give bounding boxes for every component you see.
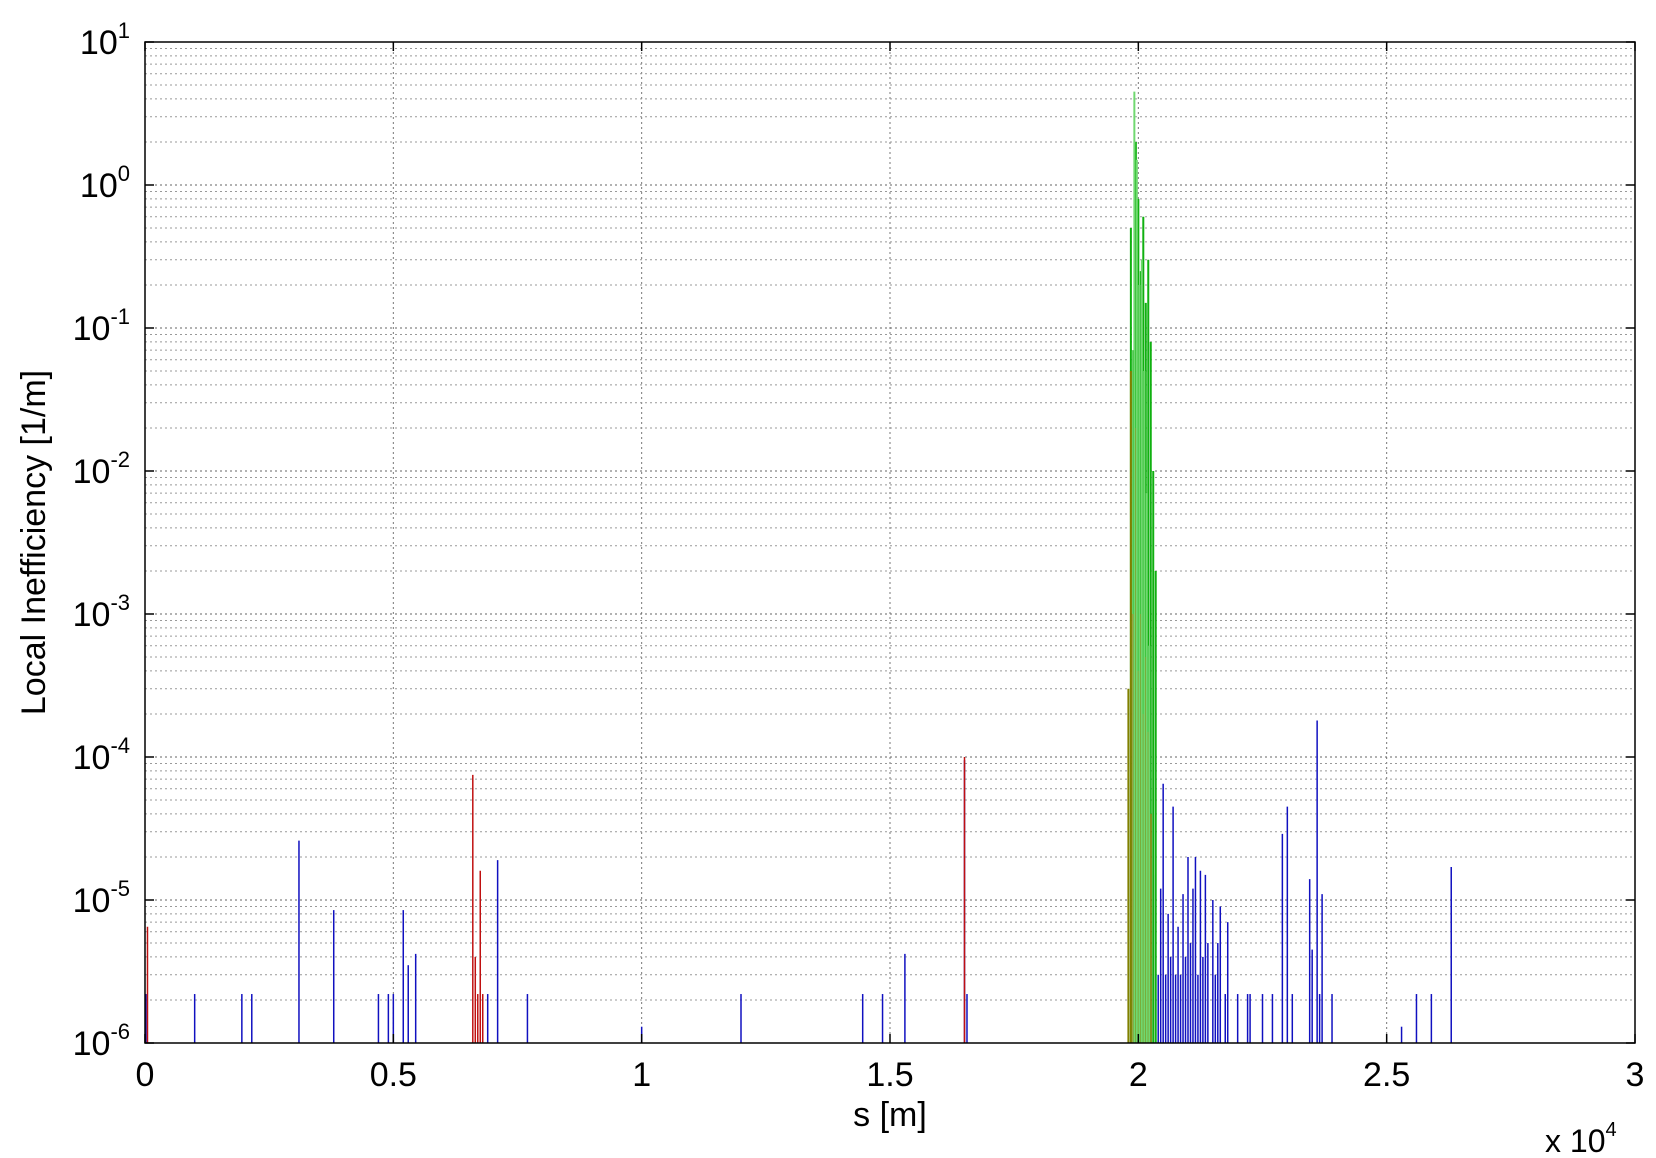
x-axis-multiplier-base: x 10 xyxy=(1545,1123,1605,1158)
x-axis-multiplier: x 104 xyxy=(1545,1119,1617,1158)
axis-ticks xyxy=(144,41,1636,1044)
y-tick-label-exponent: 1 xyxy=(118,18,130,43)
x-tick-label: 1 xyxy=(632,1056,651,1094)
y-tick-label-base: 10 xyxy=(73,596,111,634)
x-axis-label: s [m] xyxy=(853,1096,927,1134)
y-tick-label: 10-4 xyxy=(73,733,130,777)
x-tick-label: 2.5 xyxy=(1363,1056,1410,1094)
y-tick-label-base: 10 xyxy=(73,310,111,348)
data-bars xyxy=(145,91,1452,1043)
x-axis-multiplier-exponent: 4 xyxy=(1605,1119,1616,1141)
y-tick-label: 100 xyxy=(80,161,130,205)
x-tick-label: 3 xyxy=(1626,1056,1645,1094)
y-tick-label-exponent: -4 xyxy=(110,733,130,758)
y-tick-label: 101 xyxy=(80,18,130,62)
y-tick-label-base: 10 xyxy=(73,453,111,491)
y-tick-label-exponent: -2 xyxy=(110,447,130,472)
y-tick-label: 10-5 xyxy=(73,876,130,920)
y-tick-label: 10-3 xyxy=(73,590,130,634)
y-tick-label-exponent: -6 xyxy=(110,1019,130,1044)
y-tick-label-base: 10 xyxy=(73,882,111,920)
x-tick-label: 0 xyxy=(136,1056,155,1094)
x-tick-label: 2 xyxy=(1129,1056,1148,1094)
grid xyxy=(145,42,1635,1043)
y-tick-label-exponent: -3 xyxy=(110,590,130,615)
x-tick-label: 1.5 xyxy=(866,1056,913,1094)
x-tick-labels: 0 0.5 1 1.5 2 2.5 3 xyxy=(136,1056,1645,1094)
y-tick-label-exponent: -1 xyxy=(110,304,130,329)
x-tick-label: 0.5 xyxy=(370,1056,417,1094)
y-tick-label-exponent: -5 xyxy=(110,876,130,901)
y-tick-label: 10-2 xyxy=(73,447,130,491)
y-tick-label: 10-1 xyxy=(73,304,130,348)
y-tick-label: 10-6 xyxy=(73,1019,130,1063)
y-tick-label-exponent: 0 xyxy=(118,161,130,186)
y-tick-label-base: 10 xyxy=(80,167,118,205)
y-tick-label-base: 10 xyxy=(80,24,118,62)
y-axis-label: Local Inefficiency [1/m] xyxy=(15,370,53,715)
y-tick-label-base: 10 xyxy=(73,739,111,777)
y-tick-label-base: 10 xyxy=(73,1025,111,1063)
